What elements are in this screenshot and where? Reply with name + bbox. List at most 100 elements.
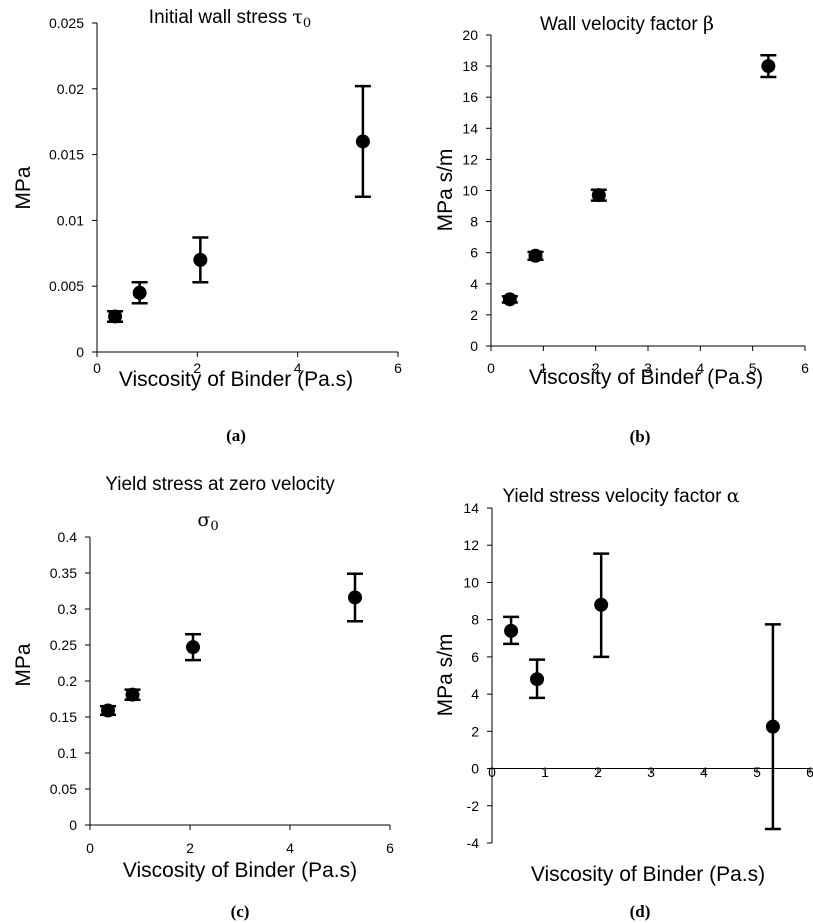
data-point-group: [347, 572, 363, 623]
data-point-group: [192, 236, 209, 284]
x-tick-label: 5: [753, 764, 761, 780]
x-tick-label: 2: [594, 764, 602, 780]
y-tick-label: 0.005: [49, 278, 84, 294]
panel-caption: (d): [630, 902, 651, 921]
y-tick-label: 16: [462, 89, 478, 105]
x-tick-label: 2: [186, 840, 194, 856]
chart-title: Yield stress at zero velocity: [105, 474, 335, 495]
data-point: [502, 292, 517, 307]
data-point: [125, 687, 140, 702]
x-tick-label: 4: [696, 360, 704, 376]
data-point-group: [131, 281, 148, 305]
y-tick-label: 4: [471, 686, 479, 702]
y-tick-label: 0: [471, 761, 479, 777]
data-point: [108, 309, 123, 324]
data-point-group: [107, 309, 124, 324]
x-tick-label: 6: [386, 840, 394, 856]
data-point-group: [100, 703, 116, 718]
y-tick-label: 6: [470, 245, 478, 261]
data-point-group: [593, 552, 610, 659]
y-tick-label: 14: [462, 120, 478, 136]
data-point: [528, 248, 543, 263]
x-tick-label: 6: [394, 360, 402, 376]
chart-title: Wall velocity factor β: [540, 13, 714, 35]
data-point-group: [764, 623, 781, 831]
x-tick-label: 4: [700, 764, 708, 780]
chart-title-line2: σ0: [197, 509, 218, 534]
x-tick-label: 3: [644, 360, 652, 376]
y-axis-title: MPa s/m: [434, 149, 457, 232]
chart-panel-a: Initial wall stress τ0 Viscosity of Bind…: [12, 6, 402, 445]
y-tick-label: 0.01: [57, 212, 84, 228]
y-tick-label: 0.02: [57, 81, 84, 97]
data-point: [132, 285, 147, 300]
plot-area: 0 2 4 6 0 0.05 0.1 0.15 0.2 0.25 0.3 0.35 0.4: [50, 529, 394, 856]
x-tick-label: 0: [93, 360, 101, 376]
chart-panel-d: Yield stress velocity factor α Viscosity…: [434, 485, 813, 921]
x-tick-label: 1: [539, 360, 547, 376]
x-tick-label: 6: [806, 764, 813, 780]
y-tick-label: 4: [470, 276, 478, 292]
data-point: [348, 590, 362, 605]
y-tick-label: 12: [463, 537, 479, 553]
y-tick-label: 2: [471, 723, 479, 739]
chart-title: Yield stress velocity factor α: [502, 485, 739, 507]
panel-caption: (b): [630, 427, 651, 446]
data-point-group: [529, 658, 546, 700]
y-tick-label: 8: [470, 214, 478, 230]
y-tick-label: 0.025: [49, 15, 84, 31]
y-tick-label: 0.05: [50, 781, 77, 797]
y-tick-label: 12: [462, 151, 478, 167]
data-point-group: [501, 292, 518, 307]
x-axis-title: Viscosity of Binder (Pa.s): [531, 863, 765, 886]
x-tick-label: 4: [286, 840, 294, 856]
x-tick-label: 0: [488, 764, 496, 780]
y-tick-label: 0.2: [58, 673, 78, 689]
x-tick-label: 6: [801, 360, 809, 376]
y-tick-label: 2: [470, 307, 478, 323]
data-point: [355, 134, 370, 149]
y-tick-label: 6: [471, 649, 479, 665]
x-tick-label: 2: [193, 360, 201, 376]
data-point-group: [185, 632, 201, 662]
data-point: [186, 640, 200, 655]
panel-caption: (a): [226, 426, 246, 445]
y-tick-label: 10: [462, 183, 478, 199]
y-tick-label: 0: [76, 344, 84, 360]
y-tick-label: 0: [69, 817, 77, 833]
data-point-group: [124, 687, 141, 702]
data-point-group: [590, 188, 607, 203]
y-tick-label: 0.015: [49, 147, 84, 163]
data-point: [591, 188, 606, 203]
y-tick-label: 20: [462, 27, 478, 43]
plot-area: 0 2 4 6 0 0.005 0.01 0.015 0.02 0.025: [49, 15, 402, 376]
y-tick-label: 0.15: [50, 709, 77, 725]
x-tick-label: 0: [487, 360, 495, 376]
panel-caption: (c): [231, 902, 250, 921]
chart-panel-c: Yield stress at zero velocity σ0 Viscosi…: [12, 474, 394, 921]
y-tick-label: -4: [467, 835, 480, 851]
y-tick-label: 14: [463, 500, 479, 516]
chart-title: Initial wall stress τ0: [149, 6, 311, 31]
y-tick-label: 0.25: [50, 637, 77, 653]
data-point: [761, 59, 776, 74]
y-tick-label: 0.3: [58, 601, 78, 617]
y-tick-label: 0.4: [58, 529, 78, 545]
data-point-group: [503, 615, 520, 646]
data-point-group: [527, 248, 544, 263]
x-tick-label: 2: [592, 360, 600, 376]
y-tick-label: 10: [463, 574, 479, 590]
x-tick-label: 4: [294, 360, 302, 376]
y-tick-label: 0.1: [58, 745, 78, 761]
y-axis-title: MPa s/m: [434, 634, 457, 717]
data-point-group: [354, 84, 371, 198]
data-point-group: [760, 53, 777, 79]
chart-panel-b: Wall velocity factor β Viscosity of Bind…: [434, 13, 809, 446]
x-tick-label: 3: [647, 764, 655, 780]
y-tick-label: -2: [467, 798, 480, 814]
y-tick-label: 18: [462, 58, 478, 74]
y-axis-title: MPa: [12, 166, 35, 210]
